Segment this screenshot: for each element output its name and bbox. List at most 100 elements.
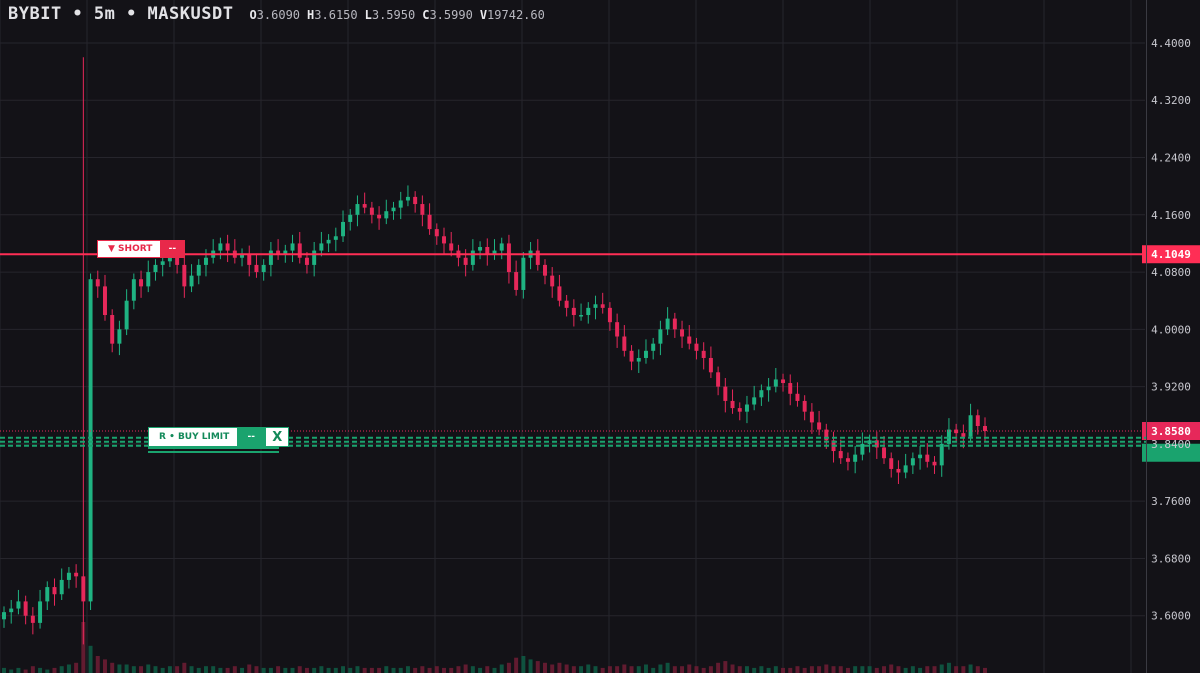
- volume-bar: [622, 664, 627, 673]
- volume-bar: [261, 667, 266, 673]
- candle-body: [218, 243, 223, 251]
- buy-limit-menu-button[interactable]: --: [237, 428, 266, 446]
- volume-bar: [896, 666, 901, 673]
- candle-body: [319, 243, 324, 251]
- short-order-label: ▼ SHORT: [108, 244, 153, 254]
- price-axis: 4.4000 4.3200 4.2400 4.1600 4.0800 4.0000 3.92…: [1151, 37, 1191, 623]
- short-order-tag[interactable]: ▼ SHORT --: [97, 240, 186, 258]
- y-tick-label: 4.3200: [1151, 94, 1191, 107]
- volume-bar: [160, 667, 165, 673]
- candle-body: [377, 214, 382, 219]
- volume-bar: [485, 666, 490, 673]
- volume-bar: [290, 667, 295, 673]
- volume-bar: [939, 664, 944, 673]
- candle-body: [420, 204, 425, 215]
- close-icon[interactable]: X: [265, 428, 289, 446]
- volume-bar: [211, 666, 216, 673]
- candle-body: [658, 329, 663, 344]
- candle-body: [983, 425, 987, 432]
- volume-bar: [716, 662, 721, 673]
- candle-body: [175, 257, 180, 265]
- volume-bar: [384, 666, 389, 673]
- candle-body: [196, 264, 201, 276]
- volume-bar: [860, 666, 865, 673]
- candle-body: [896, 468, 901, 473]
- candle-body: [499, 243, 504, 251]
- candle-body: [30, 615, 35, 623]
- candle-body: [391, 207, 396, 212]
- candle-body: [312, 250, 317, 265]
- candle-body: [52, 587, 57, 595]
- volume-bar: [983, 667, 987, 673]
- volume-bar: [629, 666, 634, 673]
- candle-body: [117, 329, 122, 344]
- volume-bar: [369, 667, 374, 673]
- volume-bar: [961, 666, 966, 673]
- volume-bar: [817, 666, 822, 673]
- candle-body: [348, 214, 353, 222]
- volume-bar: [131, 666, 136, 673]
- candle-body: [744, 404, 749, 412]
- candle-body: [23, 601, 28, 616]
- candle-body: [268, 250, 273, 265]
- candle-body: [146, 272, 151, 287]
- y-tick-label: 4.4000: [1151, 37, 1191, 50]
- volume-bar: [124, 664, 129, 673]
- candle-body: [918, 454, 923, 459]
- volume-bar: [838, 666, 843, 673]
- volume-bar: [521, 656, 526, 673]
- volume-bar: [925, 666, 930, 673]
- candle-body: [564, 300, 569, 308]
- volume-bar: [954, 666, 959, 673]
- candle-body: [427, 214, 432, 230]
- buy-limit-order-tag[interactable]: R • BUY LIMIT -- X: [148, 427, 290, 447]
- volume-bar: [377, 667, 382, 673]
- candle-body: [680, 329, 685, 337]
- short-order-menu-button[interactable]: --: [160, 241, 185, 257]
- candle-body: [261, 264, 266, 273]
- volume-bar: [254, 666, 259, 673]
- price-axis-panel[interactable]: [1146, 0, 1200, 673]
- volume-bar: [737, 666, 742, 673]
- candle-body: [290, 243, 295, 251]
- candle-body: [413, 196, 418, 205]
- candle-body: [506, 243, 511, 273]
- volume-bar: [593, 666, 598, 673]
- candle-body: [925, 454, 930, 462]
- symbol-title: BYBIT • 5m • MASKUSDT: [8, 4, 234, 24]
- volume-bar: [175, 666, 180, 673]
- volume-bar: [110, 662, 115, 673]
- candle-body: [773, 379, 778, 387]
- candle-body: [2, 612, 6, 620]
- candle-body: [434, 229, 439, 237]
- volume-bar: [427, 667, 432, 673]
- candle-body: [160, 261, 165, 265]
- high-value: 3.6150: [314, 8, 358, 22]
- candle-body: [643, 350, 648, 358]
- candle-body: [809, 411, 814, 423]
- candle-body: [240, 254, 245, 258]
- volume-bar: [297, 666, 302, 673]
- candle-body: [189, 275, 194, 287]
- y-tick-label: 4.0800: [1151, 266, 1191, 279]
- candle-body: [629, 350, 634, 362]
- candle-body: [860, 443, 865, 455]
- candle-body: [492, 250, 497, 255]
- candle-body: [932, 461, 937, 466]
- candle-body: [867, 440, 872, 444]
- volume-bar: [167, 666, 172, 673]
- volume-bar: [398, 667, 403, 673]
- volume-bar: [918, 667, 923, 673]
- volume-bar: [586, 664, 591, 673]
- chart-header: BYBIT • 5m • MASKUSDT O3.6090 H3.6150 L3…: [8, 4, 545, 30]
- candle-body: [442, 236, 446, 244]
- candle-body: [153, 264, 158, 273]
- volume-bar: [543, 662, 547, 673]
- volume-bar: [189, 666, 194, 673]
- candle-body: [766, 386, 771, 391]
- y-tick-label: 3.6000: [1151, 610, 1191, 623]
- candle-body: [110, 315, 115, 344]
- candle-body: [910, 458, 915, 466]
- volume-bar: [434, 666, 439, 673]
